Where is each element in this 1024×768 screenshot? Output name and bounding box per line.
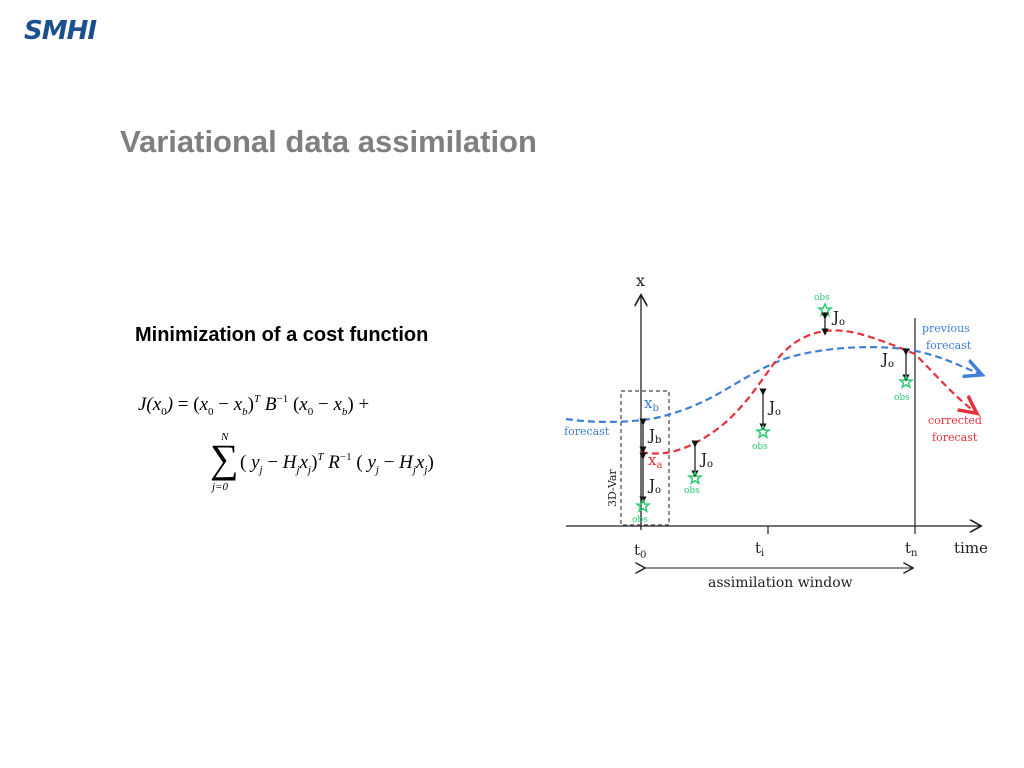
jo-label-ti: Jo: [767, 398, 781, 418]
sum-lower-bound: j=0: [212, 481, 228, 493]
jo-label-t0: Jo: [647, 476, 661, 496]
obs-label-2: obs: [684, 486, 700, 496]
cost-function-formula: J(x0) = (x0 − xb)T B−1 (x0 − xb) + ∑ N j…: [130, 385, 550, 500]
obs-label-ti: obs: [752, 442, 768, 452]
tick-ti-label: ti: [755, 539, 764, 559]
obs-star-t0: [636, 499, 650, 512]
corrected-forecast-curve: [640, 329, 975, 455]
obs-star-2: [688, 471, 702, 484]
slide-subtitle: Minimization of a cost function: [135, 324, 429, 346]
tick-t0-label: t0: [634, 541, 646, 561]
corrected-forecast-label-2: forecast: [932, 431, 978, 444]
sum-symbol: ∑: [210, 436, 239, 481]
jo-label-tn: Jo: [880, 350, 894, 370]
smhi-logo: SMHI: [24, 16, 97, 46]
jb-label: Jb: [647, 426, 661, 446]
assimilation-diagram: x time t0 ti tn assimilation window 3D-V…: [564, 271, 988, 591]
forecast-label: forecast: [564, 425, 610, 438]
obs-star-tn: [899, 375, 913, 388]
obs-star-peak: [818, 303, 832, 316]
tick-tn-label: tn: [905, 539, 918, 559]
y-axis-label: x: [636, 271, 645, 290]
jo-label-2: Jo: [699, 450, 713, 470]
jo-label-peak: Jo: [831, 308, 845, 328]
sum-upper-bound: N: [221, 431, 229, 443]
formula-line-1: J(x0) = (x0 − xb)T B−1 (x0 − xb) +: [138, 393, 370, 418]
assimilation-window-label: assimilation window: [708, 575, 853, 591]
obs-star-ti: [756, 425, 770, 438]
slide-title: Variational data assimilation: [120, 124, 537, 159]
formula-line-2: ( yj − Hjxj)T R−1 ( yj − Hjxj): [240, 451, 434, 476]
3dvar-box: [620, 390, 670, 526]
xa-label: xa: [648, 451, 662, 471]
3dvar-label: 3D-Var: [606, 469, 619, 507]
obs-label-t0: obs: [632, 515, 648, 525]
x-axis-label: time: [954, 539, 988, 557]
obs-label-tn: obs: [894, 393, 910, 403]
obs-label-peak: obs: [814, 293, 830, 303]
corrected-forecast-label-1: corrected: [928, 414, 982, 427]
previous-forecast-label-1: previous: [922, 322, 970, 335]
xb-label: xb: [644, 394, 659, 414]
previous-forecast-label-2: forecast: [926, 339, 972, 352]
